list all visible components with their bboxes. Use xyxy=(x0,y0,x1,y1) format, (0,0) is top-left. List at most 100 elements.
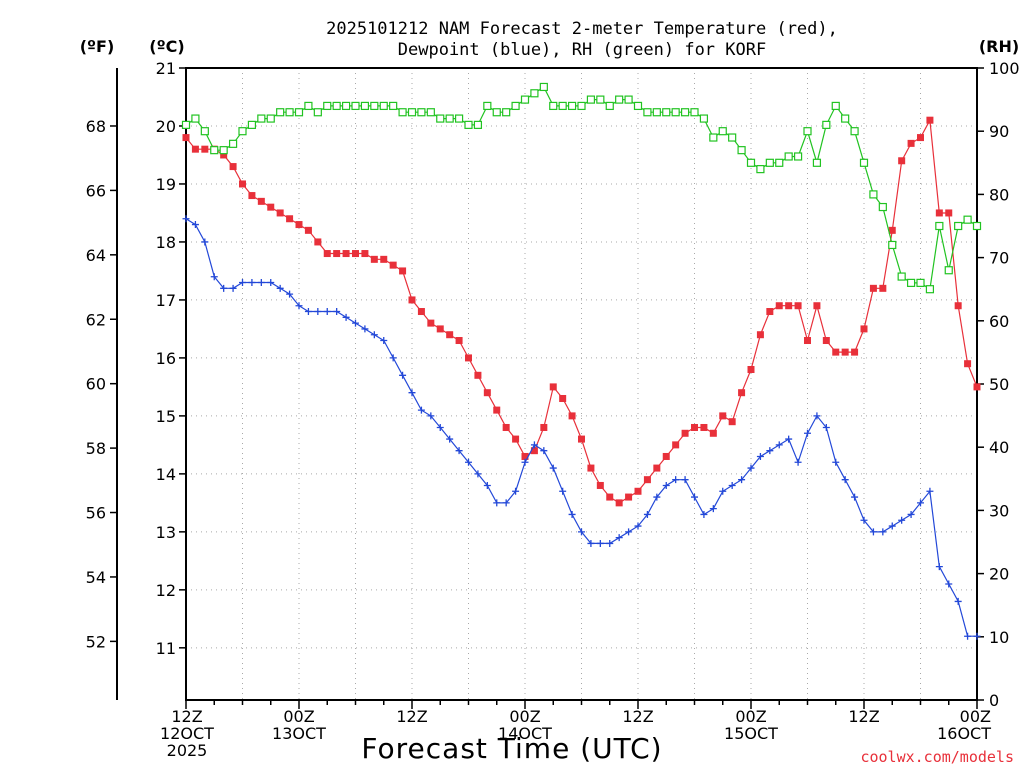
temperature-point xyxy=(738,389,746,397)
dewpoint-point xyxy=(380,337,388,345)
dewpoint-point xyxy=(587,539,595,547)
rh-point xyxy=(728,133,737,142)
dewpoint-point xyxy=(276,284,284,292)
temperature-point xyxy=(709,429,717,437)
temperature-point xyxy=(719,412,727,420)
rh-point xyxy=(784,152,793,161)
temperature-point xyxy=(643,476,651,484)
temperature-point xyxy=(728,418,736,426)
temperature-point xyxy=(926,116,934,124)
rh-point xyxy=(652,108,661,117)
dewpoint-point xyxy=(954,597,962,605)
rh-point xyxy=(492,108,501,117)
dewpoint-point xyxy=(408,389,416,397)
temperature-point xyxy=(898,157,906,165)
celsius-tick-label: 17 xyxy=(156,291,176,310)
rh-point xyxy=(417,108,426,117)
temperature-point xyxy=(559,394,567,402)
rh-point xyxy=(605,101,614,111)
rh-point xyxy=(247,120,257,129)
dewpoint-point xyxy=(493,499,501,507)
rh-point xyxy=(812,158,822,167)
x-tick-label: 00Z xyxy=(735,707,766,726)
dewpoint-point xyxy=(417,406,425,414)
temperature-point xyxy=(483,389,491,397)
dewpoint-point xyxy=(662,481,670,489)
temperature-point xyxy=(568,412,576,420)
temperature-point xyxy=(314,238,322,246)
dewpoint-point xyxy=(427,412,435,420)
temperature-point xyxy=(917,134,924,142)
x-tick-label: 13OCT xyxy=(272,724,326,743)
temperature-point xyxy=(323,250,331,258)
dewpoint-point xyxy=(502,499,510,507)
rh-point xyxy=(888,240,897,250)
temperature-point xyxy=(653,464,661,472)
fahrenheit-tick-label: 66 xyxy=(86,181,106,200)
x-tick-label: 14OCT xyxy=(498,724,552,743)
rh-point xyxy=(756,165,765,174)
rh-point xyxy=(793,152,803,161)
rh-point xyxy=(191,114,200,123)
dewpoint-point xyxy=(851,493,859,501)
temperature-point xyxy=(606,493,614,501)
dewpoint-point xyxy=(314,308,322,316)
dewpoint-point xyxy=(578,528,585,536)
dewpoint-point xyxy=(860,516,868,524)
x-tick-label: 12Z xyxy=(396,707,427,726)
fahrenheit-tick-label: 68 xyxy=(86,117,106,136)
rh-point xyxy=(313,108,322,117)
dewpoint-point xyxy=(964,632,972,640)
temperature-point xyxy=(380,255,388,263)
temperature-point xyxy=(832,348,840,356)
rh-tick-label: 100 xyxy=(989,59,1020,78)
rh-point xyxy=(530,89,539,98)
rh-point xyxy=(304,101,313,111)
rh-point xyxy=(332,101,341,111)
fahrenheit-tick-label: 54 xyxy=(86,568,106,587)
rh-point xyxy=(709,133,718,142)
rh-point xyxy=(850,127,859,136)
dewpoint-point xyxy=(540,447,548,455)
temperature-point xyxy=(530,447,538,455)
dewpoint-point xyxy=(643,510,651,518)
rh-point xyxy=(502,108,511,117)
temperature-point xyxy=(521,452,529,460)
dewpoint-point xyxy=(323,308,331,316)
dewpoint-point xyxy=(756,452,764,460)
x-tick-label: 00Z xyxy=(283,707,314,726)
rh-tick-label: 20 xyxy=(989,565,1009,584)
dewpoint-point xyxy=(361,325,369,333)
rh-point xyxy=(916,278,925,287)
temperature-point xyxy=(220,151,228,159)
temperature-point xyxy=(239,180,246,188)
dewpoint-point xyxy=(869,528,877,536)
dewpoint-point xyxy=(229,284,237,292)
dewpoint-point xyxy=(295,302,303,310)
rh-point xyxy=(765,158,774,167)
dewpoint-point xyxy=(370,331,378,339)
rh-point xyxy=(407,108,417,117)
rh-point xyxy=(266,114,275,123)
rh-point xyxy=(228,139,238,148)
dewpoint-point xyxy=(304,308,312,316)
temperature-point xyxy=(361,250,369,258)
dewpoint-point xyxy=(766,447,774,455)
dewpoint-point xyxy=(728,481,736,489)
rh-point xyxy=(511,101,520,111)
temperature-point xyxy=(794,302,802,310)
dewpoint-point xyxy=(672,476,680,484)
dewpoint-point xyxy=(907,510,915,518)
temperature-point xyxy=(766,308,774,316)
temperature-point xyxy=(851,348,859,356)
celsius-tick-label: 21 xyxy=(156,59,176,78)
fahrenheit-unit-label: (ºF) xyxy=(80,37,115,56)
temperature-point xyxy=(502,423,510,431)
dewpoint-point xyxy=(342,313,350,321)
dewpoint-point xyxy=(267,279,275,287)
temperature-point xyxy=(954,302,962,310)
dewpoint-point xyxy=(286,290,294,298)
rh-point xyxy=(906,278,916,287)
rh-point xyxy=(935,221,944,231)
temperature-point xyxy=(201,145,209,153)
